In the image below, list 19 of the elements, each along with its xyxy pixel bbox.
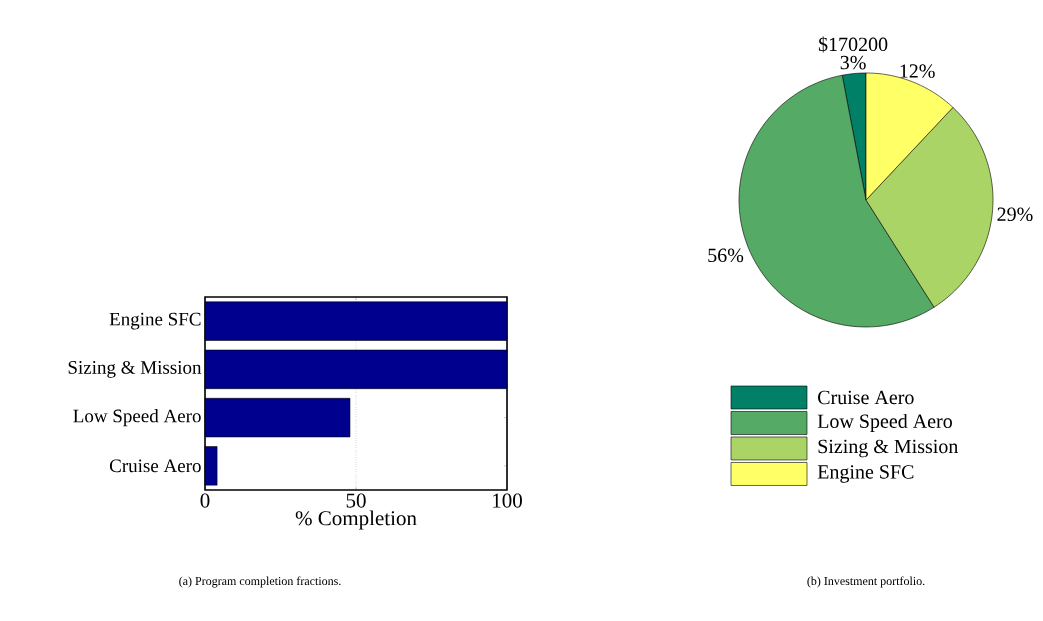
y-tick-label: Sizing & Mission [68, 360, 202, 378]
data-label: 56% [708, 248, 744, 263]
data-label: 12% [900, 64, 935, 78]
text: (a) Program completion fractions. [179, 576, 341, 588]
x-tick-label: 50 [346, 493, 366, 508]
legend-label: Cruise Aero [818, 390, 914, 405]
data-label: 29% [997, 207, 1033, 222]
text: (b) Investment portfolio. [807, 576, 925, 588]
x-tick-label: 100 [493, 493, 522, 508]
text: $170200 [818, 36, 888, 53]
legend-label: Low Speed Aero [817, 413, 952, 433]
y-tick-label: Engine SFC [109, 312, 201, 330]
x-axis-title: % Completion [295, 510, 417, 530]
data-label: 3% [840, 55, 866, 70]
y-tick-label: Low Speed Aero [73, 408, 201, 427]
legend-label: Engine SFC [817, 465, 914, 483]
legend-label: Sizing & Mission [818, 439, 959, 458]
x-tick-label: 0 [200, 493, 210, 508]
y-tick-label: Cruise Aero [109, 459, 201, 473]
